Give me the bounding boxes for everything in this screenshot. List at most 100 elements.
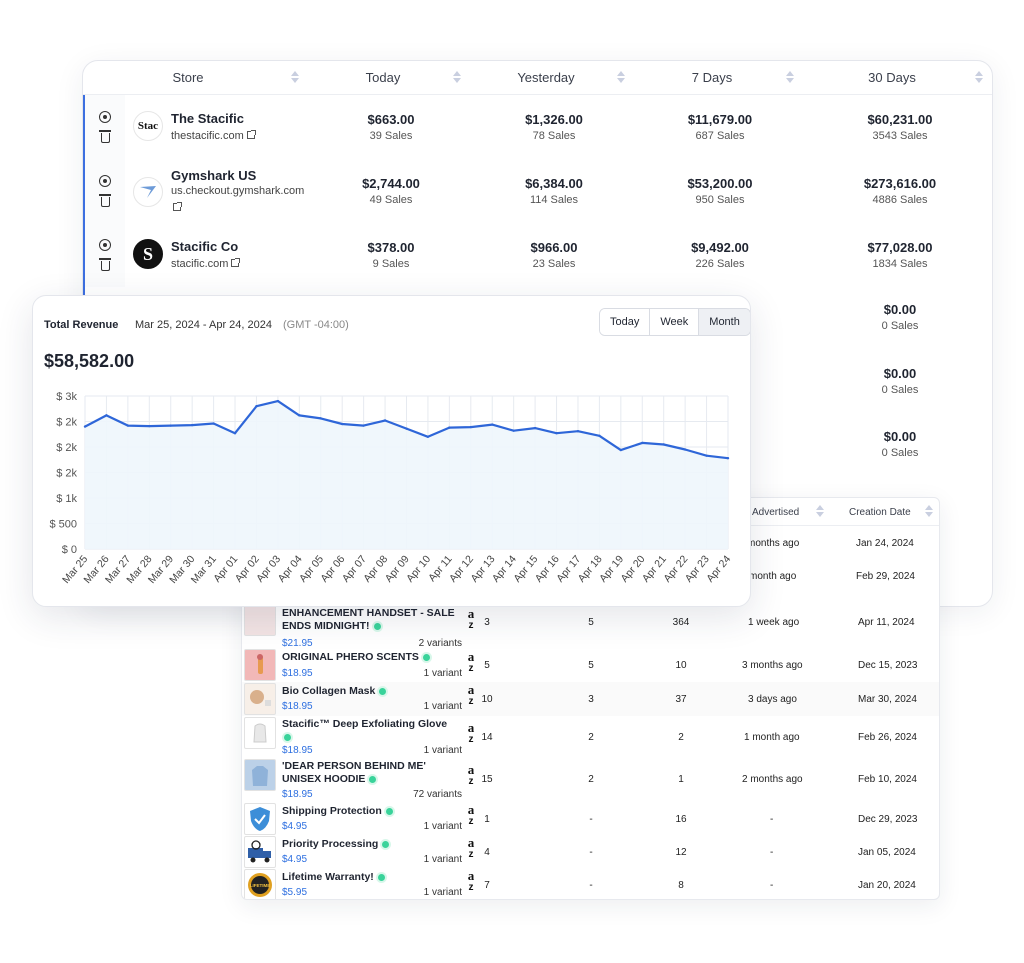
- count-cell: -: [589, 880, 593, 891]
- count-cell: 1: [678, 774, 684, 785]
- sort-arrows-icon[interactable]: [786, 70, 794, 86]
- product-title-text[interactable]: Stacific™ Deep Exfoliating Glove: [282, 718, 448, 730]
- sort-arrows-icon[interactable]: [816, 504, 824, 520]
- crosshair-target-icon[interactable]: [99, 239, 111, 251]
- trash-icon[interactable]: [99, 258, 111, 271]
- segment-week[interactable]: Week: [650, 309, 700, 335]
- col-header-creation-date[interactable]: Creation Date: [849, 507, 911, 518]
- col-header-advertised[interactable]: Advertised: [752, 507, 800, 518]
- trash-icon[interactable]: [99, 194, 111, 207]
- product-title[interactable]: 'DEAR PERSON BEHIND ME' UNISEX HOODIE: [282, 760, 467, 786]
- product-title-text[interactable]: ORIGINAL PHERO SCENTS: [282, 651, 419, 663]
- col-header-7-days[interactable]: 7 Days: [691, 70, 733, 85]
- active-dot-icon: [284, 733, 291, 741]
- yesterday-sales: 23 Sales: [532, 258, 576, 270]
- data-point: [405, 427, 408, 430]
- sort-arrows-icon[interactable]: [925, 504, 933, 520]
- external-link-icon[interactable]: [173, 202, 182, 211]
- product-title-text[interactable]: 'DEAR PERSON BEHIND ME' UNISEX HOODIE: [282, 760, 426, 785]
- data-point: [598, 434, 601, 437]
- product-title-text[interactable]: Lifetime Warranty!: [282, 871, 374, 883]
- store-url-link[interactable]: stacific.com: [171, 258, 241, 270]
- product-title-text[interactable]: Shipping Protection: [282, 805, 382, 817]
- variant-count: 1 variant: [423, 821, 462, 832]
- variant-count: 1 variant: [423, 668, 462, 679]
- active-dot-icon: [377, 873, 385, 881]
- amazon-glyph: a: [467, 762, 475, 777]
- data-point: [705, 454, 708, 457]
- store-url-text[interactable]: stacific.com: [171, 258, 229, 270]
- external-link-icon[interactable]: [231, 258, 241, 267]
- product-title-text[interactable]: Bio Collagen Mask: [282, 685, 376, 697]
- data-point: [276, 399, 280, 403]
- store-name: Gymshark US: [171, 168, 257, 183]
- col-header-30-days[interactable]: 30 Days: [868, 70, 916, 85]
- date-range[interactable]: Mar 25, 2024 - Apr 24, 2024: [135, 319, 272, 331]
- 30-day-sales: 4886 Sales: [872, 194, 928, 206]
- product-title-text[interactable]: Priority Processing: [282, 838, 379, 850]
- product-title[interactable]: ORIGINAL PHERO SCENTS: [282, 651, 467, 664]
- product-title[interactable]: Priority Processing: [282, 838, 467, 851]
- gymshark-logo-icon: [140, 186, 156, 198]
- product-row[interactable]: Stacific™ Deep Exfoliating Glove $18.95 …: [242, 716, 939, 758]
- product-row[interactable]: LIFETIME Lifetime Warranty! $5.95 1 vari…: [242, 868, 939, 899]
- advertised-cell: months ago: [747, 538, 800, 549]
- creation-date-cell: Feb 10, 2024: [858, 774, 917, 785]
- product-title[interactable]: Lifetime Warranty!: [282, 871, 467, 884]
- count-cell: 2: [588, 774, 594, 785]
- count-cell: 5: [588, 660, 594, 671]
- 30-day-revenue: $0.00: [883, 302, 917, 317]
- crosshair-target-icon[interactable]: [99, 111, 111, 123]
- product-image: [257, 654, 263, 674]
- product-row[interactable]: ORIGINAL PHERO SCENTS $18.95 1 variant a…: [242, 648, 939, 684]
- advertised-cell: 2 months ago: [742, 774, 803, 785]
- product-title-text[interactable]: ENHANCEMENT HANDSET - SALE ENDS MIDNIGHT…: [282, 607, 455, 632]
- product-title[interactable]: ENHANCEMENT HANDSET - SALE ENDS MIDNIGHT…: [282, 607, 467, 633]
- 7-day-sales: 950 Sales: [695, 194, 745, 206]
- y-tick-label: $ 2k: [56, 468, 77, 480]
- store-logo: S: [133, 239, 163, 269]
- trash-icon[interactable]: [99, 130, 111, 143]
- revenue-total: $58,582.00: [44, 351, 135, 371]
- product-title[interactable]: Stacific™ Deep Exfoliating Glove: [282, 718, 467, 744]
- count-cell: 12: [675, 847, 687, 858]
- store-url-text[interactable]: us.checkout.gymshark.com: [171, 185, 305, 197]
- creation-date-cell: Jan 05, 2024: [858, 847, 916, 858]
- segment-today[interactable]: Today: [600, 309, 651, 335]
- creation-date-cell: Apr 11, 2024: [858, 617, 915, 628]
- data-point: [576, 429, 580, 433]
- variant-count: 1 variant: [423, 854, 462, 865]
- product-row[interactable]: ENHANCEMENT HANDSET - SALE ENDS MIDNIGHT…: [242, 604, 939, 649]
- sort-arrows-icon[interactable]: [975, 70, 983, 86]
- 7-day-sales: 687 Sales: [695, 130, 745, 142]
- amazon-glyph: a: [467, 868, 475, 883]
- store-url-link[interactable]: thestacific.com: [171, 130, 256, 142]
- segment-month[interactable]: Month: [699, 309, 750, 335]
- advertised-cell: -: [770, 880, 774, 891]
- sort-arrows-icon[interactable]: [453, 70, 461, 86]
- data-point: [319, 417, 322, 420]
- col-header-today[interactable]: Today: [365, 70, 401, 85]
- product-title[interactable]: Shipping Protection: [282, 805, 467, 818]
- amazon-swoosh: z: [468, 620, 474, 631]
- sort-arrows-icon[interactable]: [291, 70, 299, 86]
- today-revenue: $663.00: [367, 112, 415, 127]
- col-header-store[interactable]: Store: [172, 70, 204, 85]
- product-row[interactable]: 'DEAR PERSON BEHIND ME' UNISEX HOODIE $1…: [242, 758, 939, 802]
- count-cell: 15: [481, 774, 493, 785]
- col-header-yesterday[interactable]: Yesterday: [517, 70, 575, 85]
- y-tick-label: $ 1k: [56, 493, 77, 505]
- data-point: [641, 441, 644, 445]
- crosshair-target-icon[interactable]: [99, 175, 111, 187]
- amazon-glyph: a: [467, 682, 475, 697]
- sort-arrows-icon[interactable]: [617, 70, 625, 86]
- advertised-cell: 3 days ago: [748, 694, 797, 705]
- product-title[interactable]: Bio Collagen Mask: [282, 685, 467, 698]
- advertised-cell: 3 months ago: [742, 660, 803, 671]
- store-url-text[interactable]: thestacific.com: [171, 130, 244, 142]
- external-link-icon[interactable]: [246, 130, 256, 139]
